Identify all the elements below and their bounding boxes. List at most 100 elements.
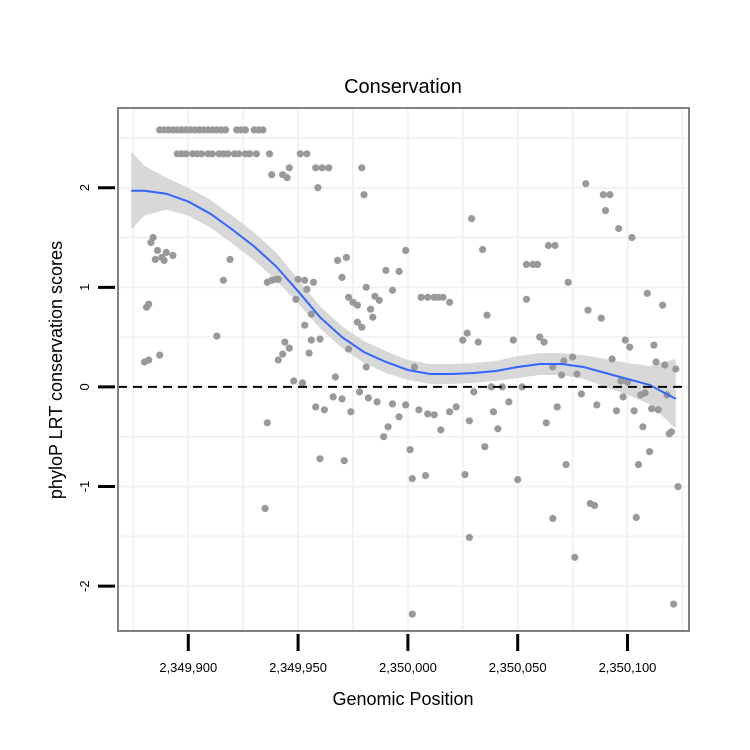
data-point [226, 255, 234, 263]
data-point [437, 426, 445, 434]
data-point [347, 408, 355, 416]
data-point [364, 394, 372, 402]
x-axis-label: Genomic Position [332, 689, 473, 709]
data-point [382, 266, 390, 274]
data-point [560, 357, 568, 365]
data-point [672, 365, 680, 373]
data-point [470, 388, 478, 396]
confidence-band [131, 151, 676, 429]
data-point [265, 150, 274, 158]
data-point [241, 126, 249, 134]
data-point [373, 398, 381, 406]
data-point [654, 406, 662, 414]
y-tick-label: -2 [77, 580, 92, 592]
data-point [542, 419, 550, 427]
data-point [274, 275, 282, 283]
data-point [162, 248, 170, 256]
data-point [489, 408, 498, 416]
data-point [643, 289, 651, 297]
chart-title: Conservation [344, 76, 462, 98]
data-point [424, 410, 432, 418]
data-point [558, 371, 566, 379]
data-point [342, 253, 350, 261]
data-point [494, 425, 502, 433]
data-point [562, 461, 570, 469]
data-point [388, 400, 397, 408]
data-point [331, 373, 339, 381]
data-point [621, 336, 629, 344]
data-point [213, 332, 221, 340]
data-point [367, 305, 375, 313]
data-point [634, 461, 643, 469]
data-point [446, 408, 454, 416]
data-point [591, 501, 599, 510]
data-point [626, 343, 634, 351]
data-point [301, 276, 309, 284]
data-point [667, 428, 676, 436]
data-point [208, 150, 216, 158]
data-point [358, 164, 366, 172]
data-point [468, 215, 476, 223]
data-point [219, 276, 227, 284]
data-point [459, 336, 467, 344]
data-point [395, 267, 403, 275]
data-point [599, 191, 607, 199]
y-tick-label: 0 [77, 383, 92, 390]
data-point [334, 256, 342, 264]
data-point [446, 298, 454, 306]
data-point [650, 341, 658, 349]
data-point [380, 433, 388, 441]
data-point [307, 336, 315, 344]
data-point [498, 383, 506, 391]
data-point [296, 150, 304, 158]
data-point [533, 260, 542, 268]
data-point [417, 293, 425, 301]
data-point [439, 293, 447, 301]
data-point [314, 184, 322, 192]
data-point [483, 311, 491, 319]
data-point [263, 419, 271, 427]
data-point [246, 150, 254, 158]
data-point [406, 446, 414, 454]
data-point [536, 333, 544, 341]
data-point [197, 150, 206, 158]
data-point [514, 476, 522, 484]
data-point [569, 353, 577, 361]
data-point [338, 395, 346, 403]
data-point [362, 363, 370, 371]
data-point [235, 150, 243, 158]
smooth-curve [131, 189, 677, 400]
data-point [551, 241, 559, 250]
y-tick-label: 1 [77, 284, 92, 291]
data-point [252, 150, 260, 158]
data-point [294, 275, 302, 283]
data-point [358, 323, 366, 331]
data-point [606, 191, 614, 199]
data-point [303, 150, 311, 158]
data-point [601, 207, 610, 215]
data-point [549, 514, 557, 523]
y-tick-label: 2 [77, 184, 92, 191]
data-point [325, 164, 333, 172]
data-point [375, 296, 383, 304]
data-point [169, 251, 177, 259]
data-point [261, 504, 269, 513]
data-point [285, 344, 293, 352]
data-point [316, 455, 324, 463]
x-axis: 2,349,900 2,349,950 2,350,000 2,350,050 2,35… [159, 634, 656, 675]
data-point [597, 314, 605, 322]
data-point [356, 388, 364, 396]
data-point [395, 413, 403, 421]
data-point [274, 356, 282, 364]
data-point [628, 233, 636, 242]
data-point [645, 448, 654, 456]
data-point [281, 338, 289, 346]
data-point [608, 355, 616, 363]
data-point [463, 329, 471, 337]
data-point [522, 295, 531, 303]
data-point [465, 417, 473, 425]
data-point [630, 407, 638, 415]
data-point [285, 164, 293, 172]
y-axis: -2 -1 0 1 2 [77, 184, 115, 592]
data-point [577, 390, 586, 398]
